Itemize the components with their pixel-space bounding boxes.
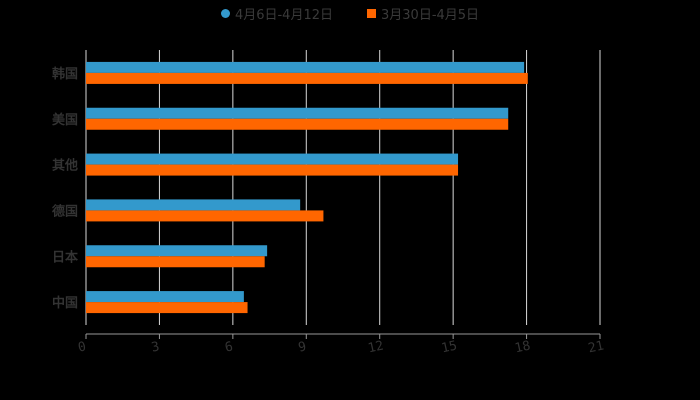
legend-item-series2[interactable]: 3月30日-4月5日 [367, 4, 480, 23]
legend-item-series1[interactable]: 4月6日-4月12日 [220, 4, 333, 23]
legend-circle-icon [220, 8, 230, 18]
bar-series2[interactable] [86, 256, 265, 268]
legend-label-series1: 4月6日-4月12日 [234, 7, 333, 23]
y-category-label: 中国 [52, 295, 78, 311]
bar-series1[interactable] [86, 107, 509, 119]
legend-label-series2: 3月30日-4月5日 [381, 7, 480, 23]
bar-series2[interactable] [86, 210, 324, 222]
y-category-label: 日本 [52, 249, 78, 265]
x-tick-label: 0 [77, 339, 88, 355]
x-tick-label: 12 [367, 339, 385, 357]
bar-series2[interactable] [86, 72, 528, 84]
bar-series2[interactable] [86, 118, 509, 130]
bar-series1[interactable] [86, 153, 459, 165]
bar-series2[interactable] [86, 302, 248, 314]
chart-legend: 4月6日-4月12日 3月30日-4月5日 [0, 4, 700, 23]
bar-series2[interactable] [86, 164, 459, 176]
x-tick-label: 18 [513, 339, 531, 357]
x-tick-label: 3 [150, 339, 161, 355]
legend-square-icon [367, 8, 376, 18]
bar-series1[interactable] [86, 291, 244, 303]
bar-series1[interactable] [86, 245, 268, 257]
x-tick-label: 6 [224, 339, 235, 355]
x-tick-label: 15 [440, 339, 458, 357]
bar-series1[interactable] [86, 61, 525, 73]
x-tick-label: 9 [297, 339, 308, 355]
y-category-label: 韩国 [52, 66, 78, 82]
y-category-label: 其他 [52, 158, 78, 174]
bar-series1[interactable] [86, 199, 301, 211]
y-category-label: 美国 [52, 112, 78, 128]
x-tick-label: 21 [587, 339, 605, 357]
y-category-label: 德国 [52, 203, 78, 219]
